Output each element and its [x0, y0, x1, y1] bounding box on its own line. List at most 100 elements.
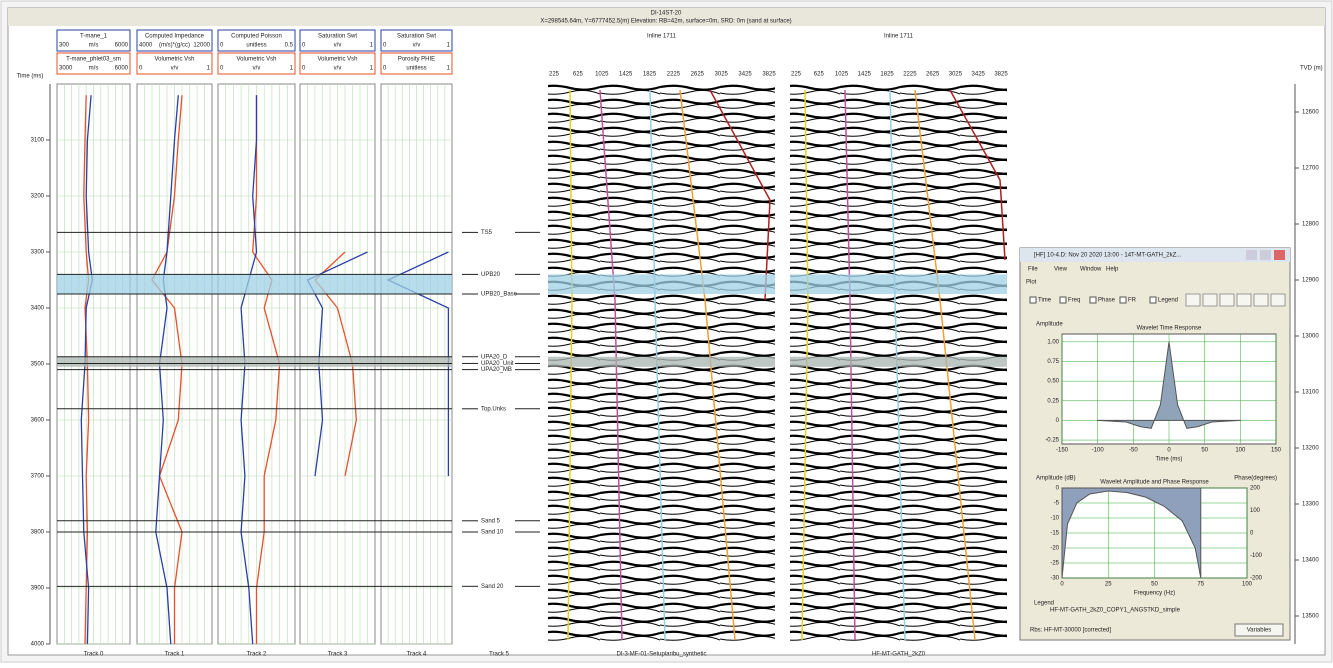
curve-name: Computed Poisson [231, 34, 282, 40]
y-tick-label: -5 [1054, 501, 1060, 507]
button-label[interactable]: Variables [1247, 628, 1272, 634]
menu-item[interactable]: Help [1106, 267, 1119, 273]
x-label: Frequency (Hz) [1134, 591, 1175, 597]
checkbox[interactable] [1150, 297, 1156, 303]
tick-label: 13300 [1302, 502, 1319, 508]
checkbox[interactable] [1060, 297, 1066, 303]
track-title: Track 3 [328, 652, 348, 658]
x-tick-label: -150 [1056, 448, 1069, 454]
trace-label: 625 [573, 72, 584, 78]
legend-entry: HF-MT-GATH_2kZ0_COPY1_ANGSTKD_simple [1050, 608, 1181, 614]
subtitle: X=298545.64m, Y=6777452.5(m) Elevation: … [540, 19, 791, 25]
checkbox-label: Phase [1098, 298, 1116, 304]
horizon-label: Sand 10 [481, 530, 504, 536]
y-tick-label: -25 [1050, 561, 1059, 567]
trace-label: 3825 [994, 72, 1008, 78]
tool-button[interactable] [1271, 294, 1285, 306]
trace-label: 2225 [667, 72, 681, 78]
panel-label: DI-3-MF-01-Setuplaribu_synthetic [616, 652, 706, 658]
horizon-label: Sand 20 [481, 584, 504, 590]
trace-label: 1825 [880, 72, 894, 78]
tick-label: 13500 [1302, 614, 1319, 620]
horizon-label: UPA20_Unit [481, 361, 514, 367]
scale-unit: v/v [253, 66, 261, 72]
trace-label: 1425 [619, 72, 633, 78]
tool-button[interactable] [1237, 294, 1251, 306]
curve-name: T-mane_1 [80, 34, 108, 40]
tick-label: 13400 [1302, 558, 1319, 564]
scale-unit: v/v [413, 43, 421, 49]
scale-unit: unitless [406, 66, 426, 72]
scale-min: 4000 [139, 43, 153, 49]
checkbox-label: Legend [1158, 298, 1178, 304]
tick-label: 3100 [31, 138, 45, 144]
horizon-label: UPA20_MB [481, 367, 512, 373]
window-button[interactable] [1246, 250, 1257, 260]
trace-label: 2225 [903, 72, 917, 78]
horizon-label: TS5 [481, 230, 493, 236]
window-button[interactable] [1274, 250, 1285, 260]
trace-label: 3425 [738, 72, 752, 78]
tool-button[interactable] [1220, 294, 1234, 306]
y2-tick-label: 200 [1250, 486, 1261, 492]
zone [548, 274, 775, 294]
tick-label: 3700 [31, 474, 45, 480]
trace-label: 1425 [858, 72, 872, 78]
y-label: Amplitude [1036, 322, 1063, 328]
checkbox-label: FR [1128, 298, 1137, 304]
menu-item[interactable]: File [1028, 267, 1038, 273]
trace-label: 1025 [595, 72, 609, 78]
checkbox[interactable] [1120, 297, 1126, 303]
x-tick-label: -100 [1092, 448, 1105, 454]
zone [790, 357, 1007, 367]
horizon-label: Top.Unks [481, 406, 506, 412]
horizon-label: UPA20_D [481, 354, 508, 360]
tick-label: 3400 [31, 306, 45, 312]
tool-button[interactable] [1203, 294, 1217, 306]
menu-item[interactable]: Window [1080, 267, 1102, 273]
tool-button[interactable] [1254, 294, 1268, 306]
dialog-title: [HF] 10-4.D: Nov 20 2020 13:00 - 14T-MT-… [1034, 253, 1182, 259]
trace-label: 625 [814, 72, 825, 78]
tick-label: 4000 [31, 642, 45, 648]
trace-label: 1825 [643, 72, 657, 78]
checkbox[interactable] [1090, 297, 1096, 303]
tick-label: 3600 [31, 418, 45, 424]
y-label: Amplitude (dB) [1036, 476, 1076, 482]
scale-unit: v/v [334, 43, 342, 49]
curve-name: T-mane_phlet03_sm [66, 57, 121, 63]
window-button[interactable] [1260, 250, 1271, 260]
scale-min: 3000 [59, 66, 73, 72]
y-tick-label: -0.25 [1045, 438, 1059, 444]
horizon-label: Sand 5 [481, 518, 501, 524]
curve-name: Porosity PHIE [398, 57, 435, 63]
horizon-label: UPB20_Base [481, 292, 518, 298]
tool-button[interactable] [1186, 294, 1200, 306]
checkbox[interactable] [1030, 297, 1036, 303]
axis-label: TVD (m) [1300, 66, 1323, 72]
y-tick-label: -20 [1050, 546, 1059, 552]
y2-tick-label: 100 [1250, 508, 1261, 514]
tab[interactable]: Plot [1026, 280, 1037, 286]
trace-label: 3825 [762, 72, 776, 78]
panel-label: HF-MT-GATH_2kZ0 [872, 652, 926, 658]
trace-label: 3025 [715, 72, 729, 78]
horizon-label: UPB20 [481, 272, 501, 278]
x-label: Time (ms) [1156, 457, 1183, 463]
menu-item[interactable]: View [1054, 267, 1068, 273]
zone [548, 357, 775, 367]
y-tick-label: -10 [1050, 516, 1059, 522]
x-tick-label: 25 [1105, 582, 1112, 588]
axis-label: Time (ms) [17, 74, 44, 80]
status: Rbs: HF-MT-30000 [corrected] [1030, 628, 1111, 634]
tick-label: 12700 [1302, 166, 1319, 172]
panel-title: Inline 1711 [647, 34, 677, 40]
checkbox-label: Freq [1068, 298, 1080, 304]
scale-unit: unitless [246, 43, 266, 49]
track-title: Track 0 [84, 652, 104, 658]
y2-label: Phase(degrees) [1234, 476, 1277, 482]
tick-label: 12600 [1302, 110, 1319, 116]
scale-unit: m/s [89, 43, 99, 49]
scale-unit: v/v [334, 66, 342, 72]
title: DI-14ST-20 [651, 11, 682, 17]
